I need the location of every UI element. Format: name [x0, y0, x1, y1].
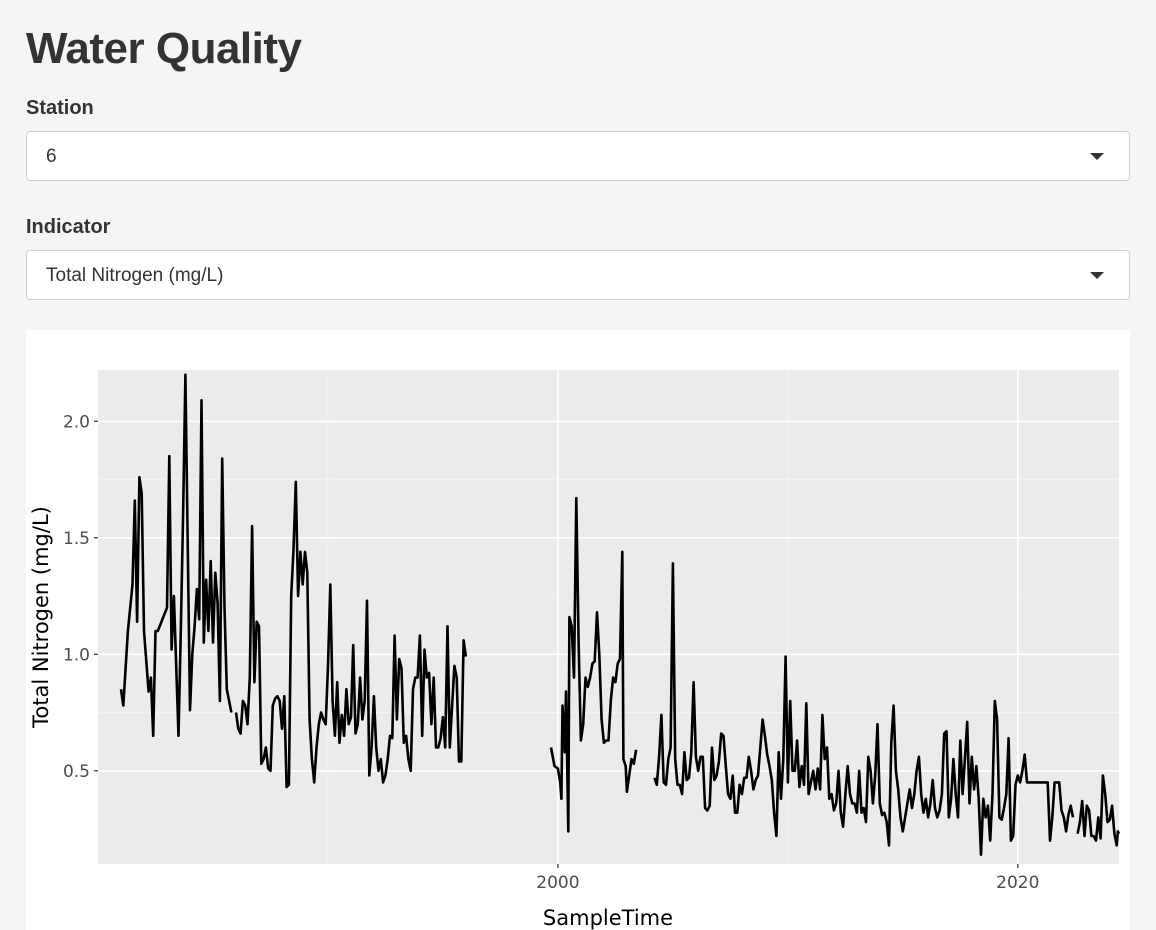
chevron-down-icon — [1090, 153, 1104, 160]
indicator-select-value: Total Nitrogen (mg/L) — [46, 265, 224, 286]
gridlines — [98, 370, 1119, 864]
indicator-select[interactable]: Total Nitrogen (mg/L) — [26, 250, 1130, 300]
x-tick-label: 2020 — [996, 873, 1039, 893]
chevron-down-icon — [1090, 272, 1104, 279]
y-tick-label: 1.5 — [63, 529, 90, 549]
chart-card: 0.5 1.0 1.5 2.0 2000 2020 SampleTime Total N… — [26, 330, 1130, 930]
y-axis-title: Total Nitrogen (mg/L) — [29, 506, 53, 729]
y-tick-label: 0.5 — [63, 762, 90, 782]
station-label: Station — [26, 97, 94, 119]
x-axis-title: SampleTime — [543, 906, 673, 930]
x-axis: 2000 2020 — [536, 864, 1039, 893]
y-tick-label: 1.0 — [63, 645, 90, 665]
indicator-label: Indicator — [26, 216, 111, 238]
y-tick-label: 2.0 — [63, 412, 90, 432]
station-select-value: 6 — [46, 146, 57, 167]
x-tick-label: 2000 — [536, 873, 579, 893]
y-axis: 0.5 1.0 1.5 2.0 — [63, 412, 98, 782]
page-title: Water Quality — [26, 24, 302, 73]
series-line — [119, 373, 1121, 856]
line-chart: 0.5 1.0 1.5 2.0 2000 2020 SampleTime Total N… — [29, 370, 1121, 930]
station-select[interactable]: 6 — [26, 131, 1130, 181]
